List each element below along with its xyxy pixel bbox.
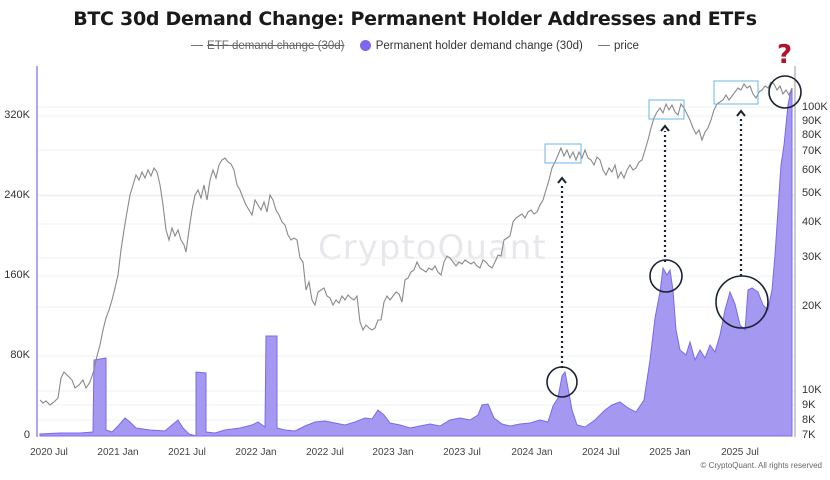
arrow-up-icon <box>660 124 670 132</box>
legend-item-etf[interactable]: ETF demand change (30d) <box>191 40 344 52</box>
x-axis-tick: 2025 Jul <box>721 447 759 458</box>
legend-label-etf: ETF demand change (30d) <box>207 40 345 52</box>
legend-label-permanent: Permanent holder demand change (30d) <box>375 40 583 52</box>
left-axis-tick: 0 <box>23 429 30 441</box>
right-axis-tick: 30K <box>802 251 822 263</box>
legend-label-price: price <box>614 40 639 52</box>
watermark: CryptoQuant <box>318 228 547 268</box>
circle-2025-mid-spike <box>715 275 769 329</box>
circle-latest <box>768 75 802 109</box>
right-axis-tick: 7K <box>802 429 816 441</box>
chart-title: BTC 30d Demand Change: Permanent Holder … <box>73 8 757 30</box>
x-axis-tick: 2022 Jul <box>306 447 344 458</box>
copyright-notice: © CryptoQuant. All rights reserved <box>700 461 823 470</box>
x-axis-tick: 2024 Jul <box>582 447 620 458</box>
left-axis-tick: 80K <box>10 349 30 361</box>
x-axis-tick: 2023 Jan <box>372 447 414 458</box>
circle-2025-jan-spike <box>649 259 683 293</box>
x-axis-tick: 2024 Jan <box>511 447 553 458</box>
arrow-up-icon <box>736 109 746 117</box>
x-axis-tick: 2021 Jan <box>97 447 139 458</box>
left-axis-tick: 320K <box>4 109 30 121</box>
left-axis-tick: 240K <box>4 189 30 201</box>
price-highlight-boxes <box>544 80 759 164</box>
right-axis-tick: 9K <box>802 399 816 411</box>
x-axis-tick: 2025 Jan <box>649 447 691 458</box>
right-axis-tick: 10K <box>802 384 822 396</box>
right-axis-tick: 50K <box>802 187 822 199</box>
x-axis-tick: 2021 Jul <box>168 447 206 458</box>
right-axis-tick: 90K <box>802 115 822 127</box>
right-axis-tick: 8K <box>802 414 816 426</box>
x-axis-tick: 2023 Jul <box>443 447 481 458</box>
highlight-box-2025-jan <box>648 99 685 120</box>
right-axis-tick: 60K <box>802 164 822 176</box>
circle-2024-spike <box>546 366 578 398</box>
line-marker-icon <box>191 45 204 47</box>
dotted-arrows <box>560 116 743 368</box>
line-marker-icon <box>598 45 611 47</box>
legend-item-price[interactable]: price <box>598 40 639 52</box>
legend-item-permanent[interactable]: Permanent holder demand change (30d) <box>359 40 583 52</box>
question-mark-annotation: ? <box>777 40 793 70</box>
x-axis-tick: 2022 Jan <box>235 447 277 458</box>
right-axis-tick: 70K <box>802 145 822 157</box>
price-line <box>39 81 793 406</box>
arrow-up-icon <box>557 176 567 184</box>
dot-marker-icon <box>359 40 371 52</box>
highlight-box-2024 <box>544 143 582 164</box>
left-axis-tick: 160K <box>4 269 30 281</box>
right-axis-tick: 80K <box>802 129 822 141</box>
arrow-heads <box>557 109 746 184</box>
right-axis-tick: 20K <box>802 300 822 312</box>
permanent-demand-area <box>39 87 793 437</box>
right-axis-tick: 100K <box>802 101 828 113</box>
x-axis-tick: 2020 Jul <box>30 447 68 458</box>
annotation-circles <box>546 75 802 398</box>
legend: ETF demand change (30d) Permanent holder… <box>0 40 830 52</box>
right-axis-tick: 40K <box>802 216 822 228</box>
highlight-box-2025-jul <box>713 80 759 105</box>
